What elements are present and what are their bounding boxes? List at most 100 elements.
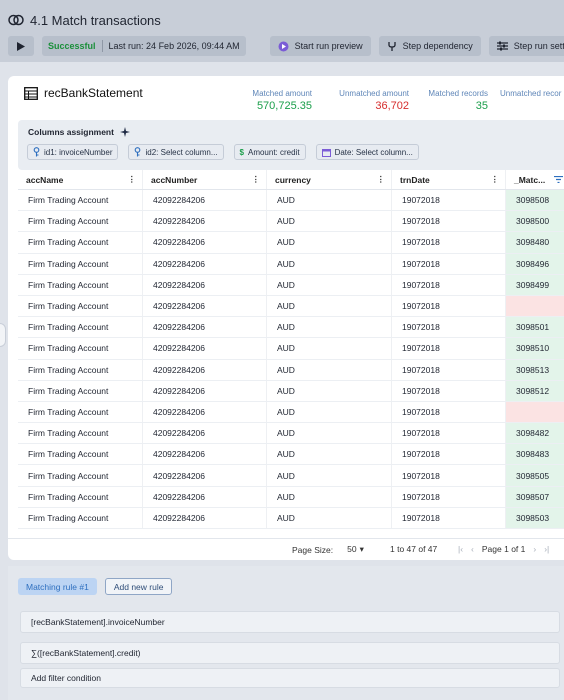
column-header-label: currency	[275, 174, 311, 185]
cell-accnumber: 42092284206	[143, 423, 267, 444]
cell-match: 3098510	[506, 338, 564, 359]
last-page-icon[interactable]: ›|	[544, 544, 550, 554]
cell-accname: Firm Trading Account	[18, 338, 143, 359]
cell-match: 3098508	[506, 190, 564, 211]
columns-assignment-title: Columns assignment	[28, 127, 114, 137]
cell-currency: AUD	[267, 507, 392, 528]
column-header-accnumber[interactable]: accNumber ⋮	[143, 170, 267, 189]
column-header-trndate[interactable]: trnDate ⋮	[392, 170, 506, 189]
table-row[interactable]: Firm Trading Account 42092284206 AUD 190720…	[18, 423, 564, 445]
tab-matching-rule-1[interactable]: Matching rule #1	[18, 578, 97, 595]
cell-currency: AUD	[267, 211, 392, 232]
page-size: Page Size: 50 ▾	[292, 544, 364, 555]
table-row[interactable]: Firm Trading Account 42092284206 AUD 190720…	[18, 465, 564, 487]
step-dependency-button[interactable]: Step dependency	[378, 36, 481, 56]
table-row[interactable]: Firm Trading Account 42092284206 AUD 190720…	[18, 274, 564, 296]
cell-currency: AUD	[267, 274, 392, 295]
page-indicator: Page 1 of 1	[481, 544, 526, 554]
table-row[interactable]: Firm Trading Account 42092284206 AUD 190720…	[18, 507, 564, 529]
chip-date[interactable]: Date: Select column...	[315, 144, 419, 160]
step-dependency-label: Step dependency	[402, 41, 473, 51]
row-range: 1 to 47 of 47	[390, 544, 438, 554]
table-row[interactable]: Firm Trading Account 42092284206 AUD 190720…	[18, 486, 564, 508]
table-row[interactable]: Firm Trading Account 42092284206 AUD 190720…	[18, 232, 564, 254]
add-filter-condition-button[interactable]: Add filter condition	[20, 668, 560, 688]
previous-page-icon[interactable]: ‹	[471, 544, 474, 554]
cell-match: 3098512	[506, 380, 564, 401]
chip-label: id2: Select column...	[145, 147, 218, 157]
cell-accname: Firm Trading Account	[18, 317, 143, 338]
cell-accnumber: 42092284206	[143, 507, 267, 528]
chevron-down-icon: ▾	[359, 544, 364, 554]
step-run-settings-button[interactable]: Step run sett	[488, 36, 564, 56]
column-header-accname[interactable]: accName ⋮	[18, 170, 143, 189]
cell-trndate: 19072018	[392, 423, 506, 444]
chip-label: Amount: credit	[247, 147, 300, 157]
grid-header: accName ⋮ accNumber ⋮ currency ⋮ trnDate…	[18, 170, 564, 190]
cell-match: 3098496	[506, 253, 564, 274]
column-header-label: _Matc...	[514, 174, 546, 185]
cell-accnumber: 42092284206	[143, 465, 267, 486]
chip-amount[interactable]: $ Amount: credit	[233, 144, 306, 160]
cell-accname: Firm Trading Account	[18, 486, 143, 507]
cell-trndate: 19072018	[392, 359, 506, 380]
rule-expression[interactable]: ∑([recBankStatement].credit)	[20, 642, 560, 664]
cell-accnumber: 42092284206	[143, 190, 267, 211]
sparkle-icon[interactable]	[119, 127, 130, 137]
cell-currency: AUD	[267, 465, 392, 486]
cell-accnumber: 42092284206	[143, 317, 267, 338]
column-menu-icon[interactable]: ⋮	[490, 174, 500, 184]
cell-accname: Firm Trading Account	[18, 401, 143, 423]
cell-match: 3098501	[506, 317, 564, 338]
run-status: Successful Last run: 24 Feb 2026, 09:44 …	[42, 36, 246, 56]
cell-accname: Firm Trading Account	[18, 359, 143, 380]
column-menu-icon[interactable]: ⋮	[127, 174, 137, 184]
table-row[interactable]: Firm Trading Account 42092284206 AUD 190720…	[18, 253, 564, 275]
filter-icon[interactable]	[554, 176, 563, 183]
cell-currency: AUD	[267, 486, 392, 507]
first-page-icon[interactable]: |‹	[458, 544, 464, 554]
cell-accname: Firm Trading Account	[18, 253, 143, 274]
grid-body: Firm Trading Account 42092284206 AUD 190720…	[18, 190, 564, 529]
start-run-preview-button[interactable]: Start run preview	[269, 36, 371, 56]
page-size-label: Page Size:	[292, 544, 334, 555]
next-page-icon[interactable]: ›	[533, 544, 537, 554]
cell-accname: Firm Trading Account	[18, 507, 143, 528]
column-menu-icon[interactable]: ⋮	[251, 174, 261, 184]
table-row[interactable]: Firm Trading Account 42092284206 AUD 190720…	[18, 211, 564, 233]
dataset-title: recBankStatement	[24, 86, 143, 100]
chip-id1[interactable]: id1: invoiceNumber	[27, 144, 119, 160]
cell-accnumber: 42092284206	[143, 444, 267, 465]
cell-trndate: 19072018	[392, 190, 506, 211]
page-size-select[interactable]: 50 ▾	[347, 544, 364, 555]
panel-collapse-handle[interactable]	[0, 323, 6, 347]
cell-trndate: 19072018	[392, 317, 506, 338]
page-size-value: 50	[347, 544, 357, 554]
column-header-currency[interactable]: currency ⋮	[267, 170, 392, 189]
cell-accnumber: 42092284206	[143, 380, 267, 401]
cell-accname: Firm Trading Account	[18, 465, 143, 486]
metric-matched-records: Matched records 35	[428, 89, 488, 112]
dataset-panel: recBankStatement Matched amount 570,725.…	[8, 76, 564, 560]
table-row[interactable]: Firm Trading Account 42092284206 AUD 190720…	[18, 317, 564, 339]
column-header-match[interactable]: _Matc...	[506, 170, 564, 189]
step-run-settings-label: Step run sett	[513, 41, 564, 51]
table-row[interactable]: Firm Trading Account 42092284206 AUD 190720…	[18, 444, 564, 466]
run-button[interactable]	[8, 36, 34, 56]
cell-accnumber: 42092284206	[143, 232, 267, 253]
column-header-label: trnDate	[400, 174, 430, 185]
table-row[interactable]: Firm Trading Account 42092284206 AUD 190720…	[18, 295, 564, 318]
chip-id2[interactable]: id2: Select column...	[128, 144, 224, 160]
column-menu-icon[interactable]: ⋮	[376, 174, 386, 184]
table-row[interactable]: Firm Trading Account 42092284206 AUD 190720…	[18, 359, 564, 381]
rule-expression[interactable]: [recBankStatement].invoiceNumber	[20, 611, 560, 633]
status-divider	[101, 40, 103, 52]
cell-trndate: 19072018	[392, 232, 506, 253]
table-row[interactable]: Firm Trading Account 42092284206 AUD 190720…	[18, 380, 564, 402]
table-row[interactable]: Firm Trading Account 42092284206 AUD 190720…	[18, 401, 564, 424]
add-new-rule-button[interactable]: Add new rule	[104, 578, 173, 595]
cell-currency: AUD	[267, 444, 392, 465]
table-row[interactable]: Firm Trading Account 42092284206 AUD 190720…	[18, 338, 564, 360]
table-row[interactable]: Firm Trading Account 42092284206 AUD 190720…	[18, 190, 564, 212]
cell-accname: Firm Trading Account	[18, 295, 143, 317]
